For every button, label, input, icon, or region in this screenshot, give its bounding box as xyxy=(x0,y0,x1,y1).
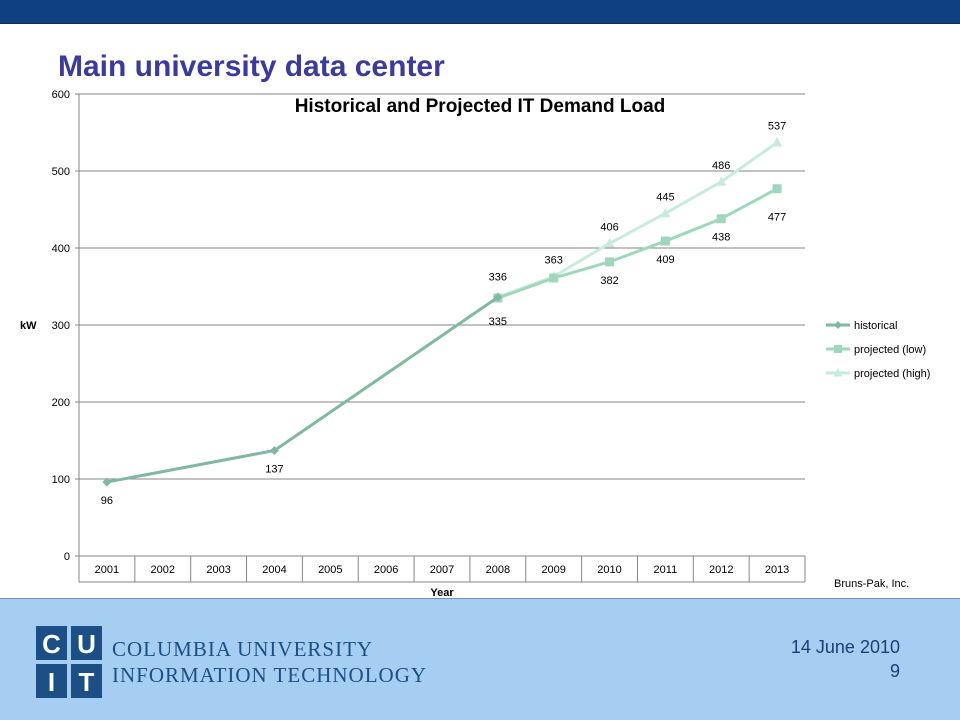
marker-triangle xyxy=(833,368,843,377)
series-line-projected-high xyxy=(497,141,778,299)
line-chart: 0 100 200 300 400 500 600 2001 2002 2003 2004 2005 2… xyxy=(20,89,930,599)
logo-letter-i: I xyxy=(48,667,55,697)
marker-square xyxy=(834,345,842,353)
marker-diamond xyxy=(269,446,279,456)
marker-diamond xyxy=(102,477,112,487)
logo-text-it: INFORMATION TECHNOLOGY xyxy=(112,663,428,687)
x-tick-label: 2012 xyxy=(709,564,733,576)
data-label: 336 xyxy=(489,271,507,283)
data-labels: 336 363 406 445 486 537 335 382 409 438 477 96 137 xyxy=(101,121,786,508)
x-tick-label: 2001 xyxy=(95,564,119,576)
legend-label: projected (high) xyxy=(854,368,930,380)
logo-letter-u: U xyxy=(77,629,96,659)
data-label: 438 xyxy=(712,232,730,244)
logo-tile-t xyxy=(71,664,102,698)
footer-date: 14 June 2010 xyxy=(790,637,900,657)
series xyxy=(102,137,783,487)
data-label: 382 xyxy=(600,275,618,287)
top-banner xyxy=(0,0,960,24)
logo-tile-c xyxy=(36,626,67,660)
data-label: 96 xyxy=(101,495,113,507)
cuit-logo: C U I T xyxy=(36,626,102,698)
marker-square xyxy=(549,273,559,283)
y-tick-label: 200 xyxy=(52,397,70,409)
marker-triangle xyxy=(772,137,783,147)
logo-tile-u xyxy=(71,626,102,660)
page-number: 9 xyxy=(889,661,900,681)
x-tick-label: 2007 xyxy=(430,564,454,576)
x-tick-label: 2003 xyxy=(206,564,230,576)
data-label: 409 xyxy=(656,254,674,266)
footer-band xyxy=(0,598,960,720)
axes: 0 100 200 300 400 500 600 2001 2002 2003 2004 2005 2… xyxy=(52,89,806,583)
y-tick-label: 600 xyxy=(52,89,70,101)
data-label: 363 xyxy=(545,254,563,266)
marker-triangle xyxy=(604,237,615,248)
y-tick-label: 400 xyxy=(52,243,70,255)
legend-label: projected (low) xyxy=(854,344,926,356)
series-line-projected-low xyxy=(497,187,778,300)
x-tick-label: 2002 xyxy=(151,564,175,576)
x-tick-label: 2010 xyxy=(597,564,621,576)
data-label: 406 xyxy=(600,221,618,233)
x-tick-label: 2011 xyxy=(654,564,678,576)
data-label: 335 xyxy=(489,316,507,328)
x-tick-label: 2009 xyxy=(541,564,565,576)
logo-tile-i xyxy=(36,664,67,698)
legend: historical projected (low) projected (high… xyxy=(826,320,930,380)
marker-diamond xyxy=(493,292,503,302)
x-tick-label: 2004 xyxy=(262,564,286,576)
data-label: 486 xyxy=(712,160,730,172)
source-credit: Bruns-Pak, Inc. xyxy=(834,578,910,590)
legend-label: historical xyxy=(854,320,897,332)
y-tick-label: 100 xyxy=(52,474,70,486)
x-tick-label: 2013 xyxy=(765,564,789,576)
logo-letter-t: T xyxy=(79,667,95,697)
gridlines xyxy=(79,93,805,557)
marker-square xyxy=(605,257,615,267)
y-axis-title: kW xyxy=(20,320,37,332)
chart-title: Historical and Projected IT Demand Load xyxy=(295,96,666,117)
marker-triangle xyxy=(716,176,727,186)
marker-square xyxy=(660,236,670,246)
x-tick-label: 2005 xyxy=(318,564,342,576)
data-label: 137 xyxy=(265,464,283,476)
y-tick-label: 0 xyxy=(64,551,70,563)
y-tick-label: 500 xyxy=(52,166,70,178)
y-tick-label: 300 xyxy=(52,320,70,332)
data-label: 445 xyxy=(656,191,674,203)
marker-square xyxy=(716,214,726,224)
logo-text-university: COLUMBIA UNIVERSITY xyxy=(112,637,374,661)
slide-title: Main university data center xyxy=(58,50,445,83)
logo-letter-c: C xyxy=(42,629,61,659)
marker-triangle xyxy=(660,207,671,218)
x-axis-title: Year xyxy=(430,587,454,599)
x-tick-label: 2006 xyxy=(374,564,398,576)
x-tick-label: 2008 xyxy=(486,564,510,576)
marker-diamond xyxy=(834,321,842,329)
marker-square xyxy=(772,184,782,194)
data-label: 477 xyxy=(768,212,786,224)
data-label: 537 xyxy=(768,121,786,133)
